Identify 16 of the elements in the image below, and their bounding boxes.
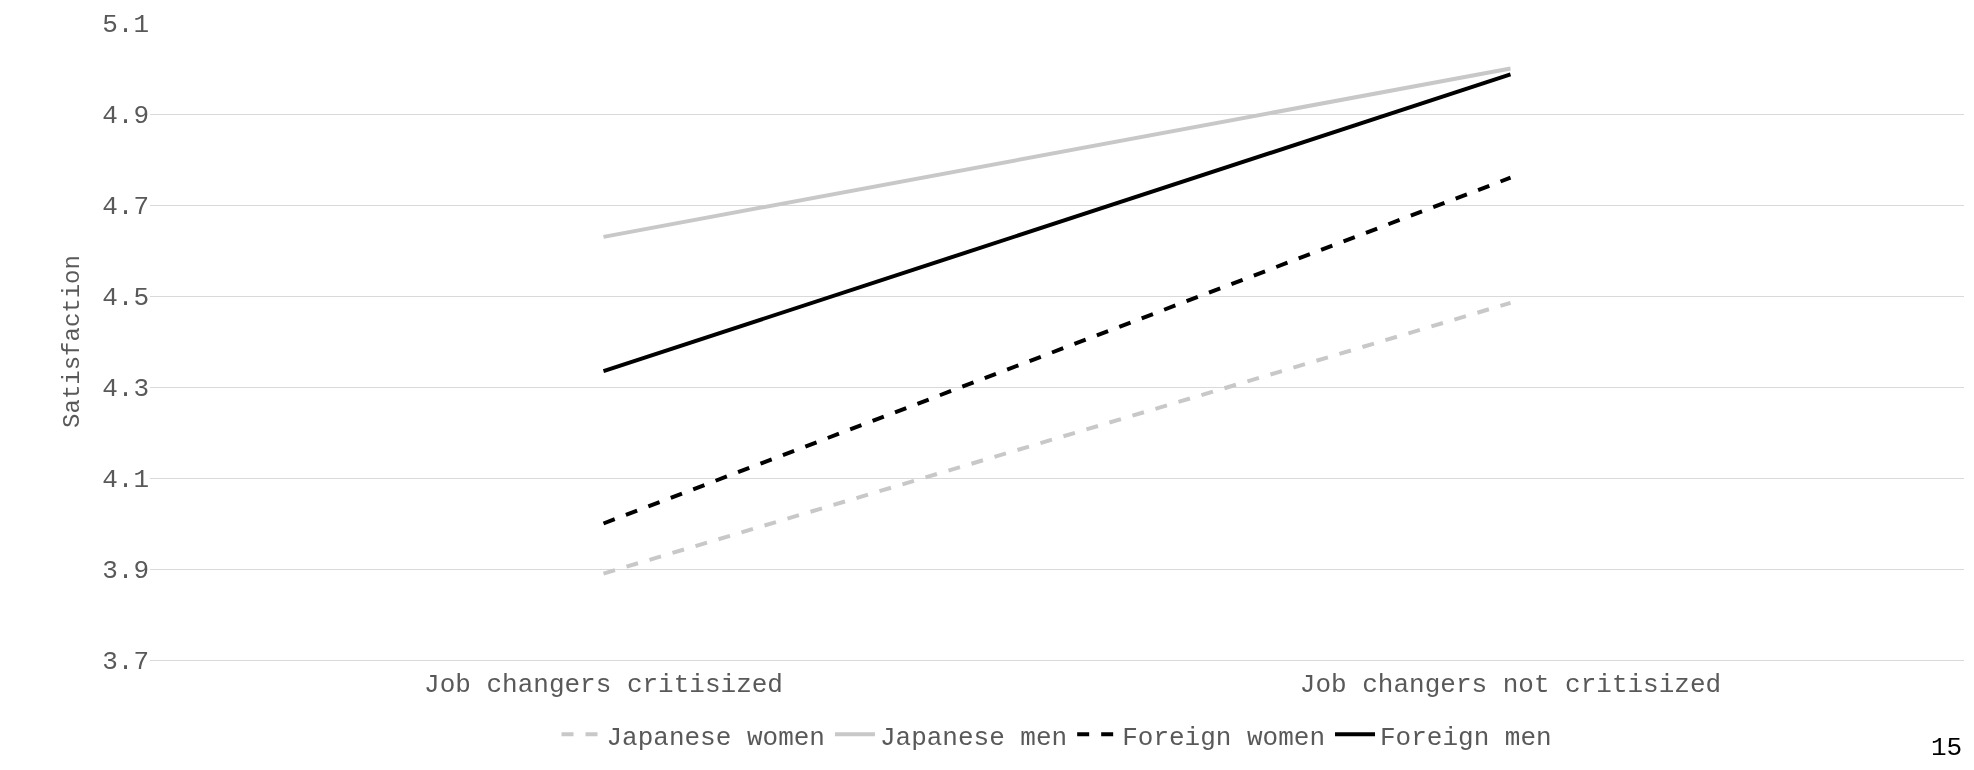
y-tick-label: 4.7 xyxy=(102,192,149,223)
legend-label: Japanese men xyxy=(879,722,1068,753)
x-tick-label: Job changers critisized xyxy=(424,670,783,701)
y-tick-label: 4.1 xyxy=(102,465,149,496)
y-tick-label: 4.5 xyxy=(102,283,149,314)
legend-label: Foreign women xyxy=(1122,722,1326,753)
x-tick-label: Job changers not critisized xyxy=(1299,670,1722,701)
legend-label: Japanese women xyxy=(606,722,825,753)
y-tick-label: 3.7 xyxy=(102,647,149,678)
y-tick-label: 5.1 xyxy=(102,10,149,41)
y-tick-label: 4.3 xyxy=(102,374,149,405)
legend-label: Foreign men xyxy=(1380,722,1552,753)
text: 15 xyxy=(1931,733,1963,763)
y-tick-label: 3.9 xyxy=(102,556,149,587)
y-tick-label: 4.9 xyxy=(102,101,149,132)
y-axis-title: Satisfaction xyxy=(59,255,87,428)
